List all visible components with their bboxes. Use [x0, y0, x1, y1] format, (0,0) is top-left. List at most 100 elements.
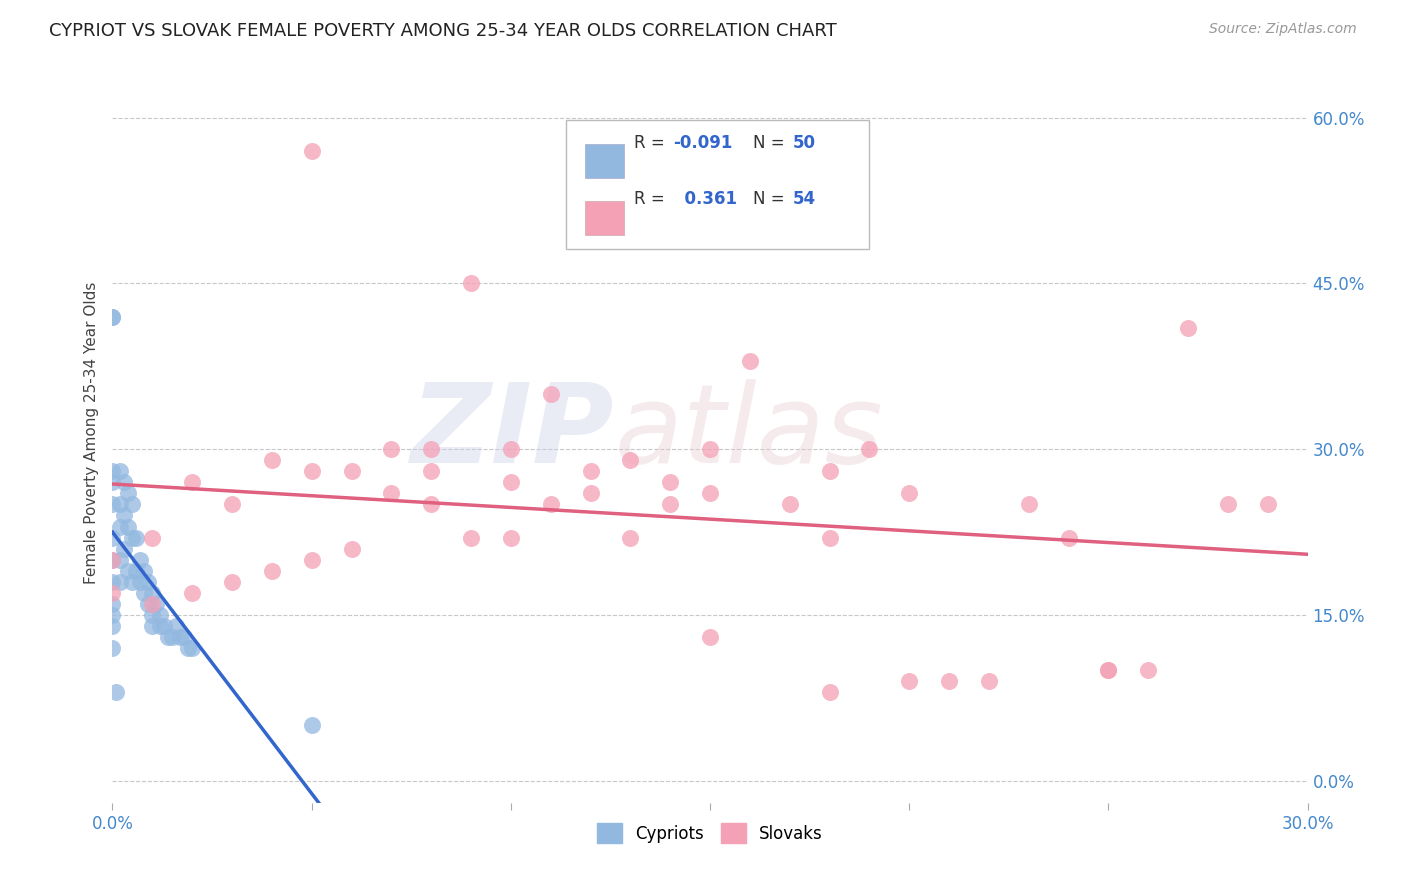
Point — [499, 442, 522, 457]
Point — [138, 574, 160, 589]
Point — [145, 597, 167, 611]
Point — [110, 519, 132, 533]
Point — [110, 464, 132, 478]
Point — [181, 475, 204, 490]
Point — [101, 552, 124, 566]
Point — [659, 498, 682, 512]
Point — [1097, 663, 1119, 677]
Point — [138, 597, 160, 611]
Point — [221, 498, 243, 512]
Point — [117, 564, 139, 578]
Point — [141, 586, 163, 600]
Point — [380, 486, 402, 500]
Point — [153, 619, 176, 633]
Point — [301, 552, 323, 566]
Point — [619, 453, 641, 467]
Point — [177, 641, 200, 656]
Point — [1097, 663, 1119, 677]
Point — [121, 498, 143, 512]
Point — [114, 475, 135, 490]
Point — [181, 586, 204, 600]
Point — [301, 718, 323, 732]
Point — [977, 674, 1000, 689]
Y-axis label: Female Poverty Among 25-34 Year Olds: Female Poverty Among 25-34 Year Olds — [83, 282, 98, 583]
Point — [818, 531, 841, 545]
Text: N =: N = — [754, 134, 790, 152]
Point — [1057, 531, 1080, 545]
Point — [540, 498, 562, 512]
Point — [818, 464, 841, 478]
Point — [898, 486, 921, 500]
Text: 54: 54 — [793, 190, 815, 209]
Point — [499, 531, 522, 545]
Point — [101, 498, 124, 512]
Point — [162, 630, 183, 644]
Point — [101, 619, 124, 633]
Text: 0.361: 0.361 — [673, 190, 737, 209]
Point — [110, 498, 132, 512]
Point — [110, 574, 132, 589]
Point — [301, 144, 323, 158]
Point — [340, 541, 363, 556]
Point — [699, 630, 721, 644]
Text: atlas: atlas — [614, 379, 883, 486]
Point — [157, 630, 180, 644]
Text: R =: R = — [634, 190, 669, 209]
Point — [221, 574, 243, 589]
Point — [779, 498, 801, 512]
Point — [169, 630, 191, 644]
Point — [149, 619, 172, 633]
Point — [101, 586, 124, 600]
Point — [540, 387, 562, 401]
Point — [499, 475, 522, 490]
Point — [858, 442, 880, 457]
Point — [818, 685, 841, 699]
Point — [420, 464, 443, 478]
Point — [938, 674, 960, 689]
Text: ZIP: ZIP — [411, 379, 614, 486]
Point — [125, 564, 148, 578]
Point — [699, 442, 721, 457]
Point — [101, 641, 124, 656]
Point — [1018, 498, 1040, 512]
Legend: Cypriots, Slovaks: Cypriots, Slovaks — [591, 816, 830, 850]
Point — [101, 310, 124, 324]
Point — [579, 486, 602, 500]
Point — [141, 597, 163, 611]
Point — [134, 586, 156, 600]
Point — [101, 574, 124, 589]
Point — [260, 453, 283, 467]
Point — [738, 353, 761, 368]
Point — [420, 498, 443, 512]
Point — [460, 531, 482, 545]
Point — [141, 531, 163, 545]
Point — [129, 552, 152, 566]
Point — [619, 531, 641, 545]
Point — [149, 607, 172, 622]
Point — [129, 574, 152, 589]
Point — [101, 607, 124, 622]
Point — [699, 486, 721, 500]
Point — [114, 541, 135, 556]
Point — [579, 464, 602, 478]
Point — [114, 508, 135, 523]
Text: 50: 50 — [793, 134, 815, 152]
Point — [1216, 498, 1239, 512]
Point — [340, 464, 363, 478]
Point — [101, 552, 124, 566]
Point — [101, 597, 124, 611]
Point — [659, 475, 682, 490]
Point — [181, 641, 204, 656]
Point — [101, 531, 124, 545]
Text: CYPRIOT VS SLOVAK FEMALE POVERTY AMONG 25-34 YEAR OLDS CORRELATION CHART: CYPRIOT VS SLOVAK FEMALE POVERTY AMONG 2… — [49, 22, 837, 40]
Point — [1177, 320, 1199, 334]
Point — [420, 442, 443, 457]
Point — [380, 442, 402, 457]
Point — [101, 475, 124, 490]
Point — [173, 630, 195, 644]
Point — [460, 277, 482, 291]
Point — [301, 464, 323, 478]
Point — [117, 519, 139, 533]
Point — [125, 531, 148, 545]
Text: N =: N = — [754, 190, 790, 209]
